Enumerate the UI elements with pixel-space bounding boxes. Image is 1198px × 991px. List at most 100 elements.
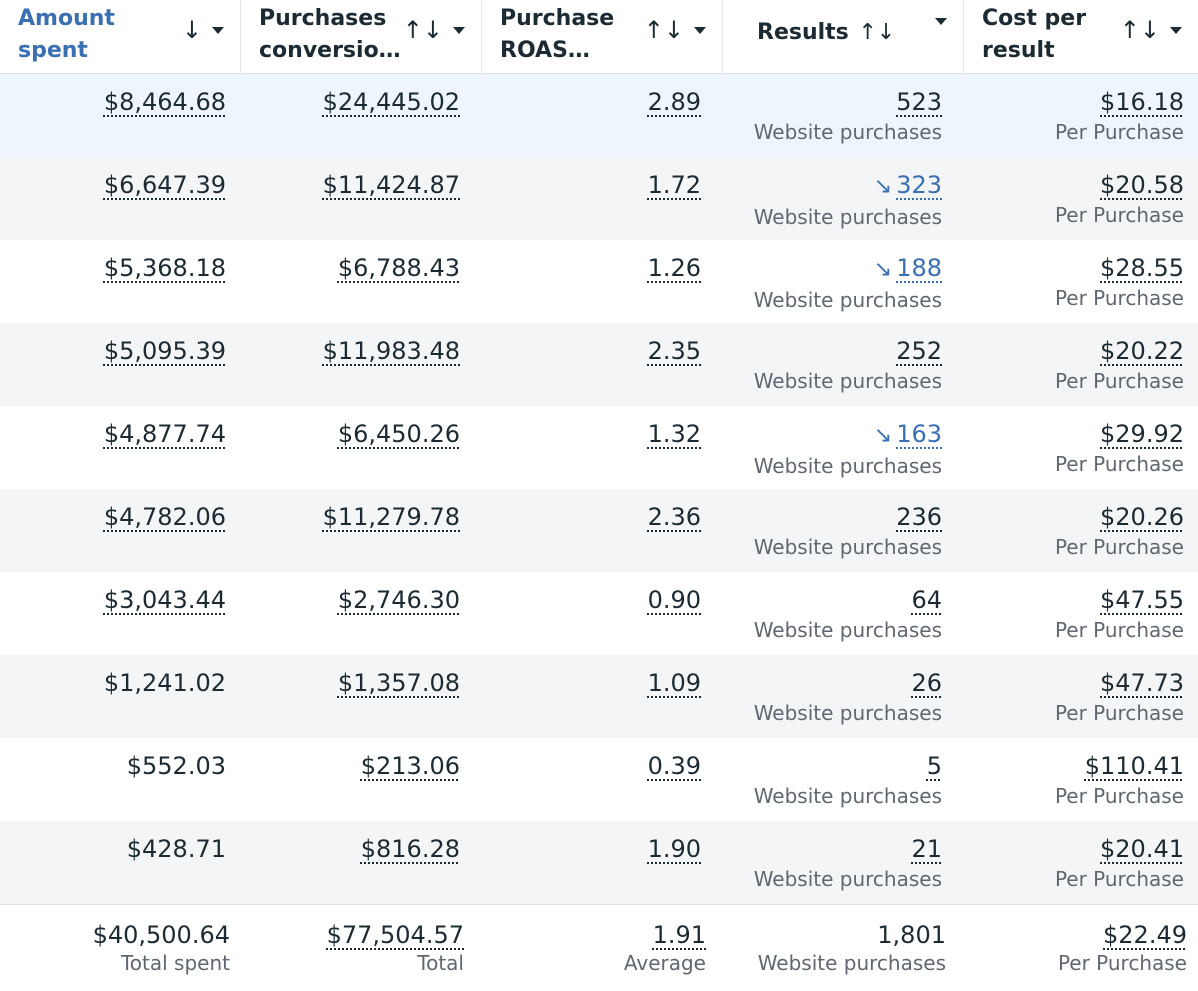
average-roas-value[interactable]: 1.91 [652,921,706,949]
dropdown-caret-icon[interactable] [1170,26,1182,34]
results-type: Website purchases [753,369,942,393]
dropdown-caret-icon[interactable] [453,26,465,34]
total-results-value: 1,801 [877,921,946,949]
amount-spent-value: $1,241.02 [103,669,226,697]
purchases-conversion-value[interactable]: $6,450.26 [337,420,460,448]
header-label-line1: Amount [18,6,115,31]
total-spent-label: Total spent [120,951,230,975]
purchase-roas-value[interactable]: 0.90 [647,586,701,614]
purchases-conversion-value[interactable]: $1,357.08 [337,669,460,697]
purchase-roas-value[interactable]: 2.35 [647,337,701,365]
results-value[interactable]: 64 [911,586,942,614]
header-label-line1: Purchase [500,6,615,31]
purchases-conversion-value[interactable]: $24,445.02 [322,88,460,116]
results-value[interactable]: 163 [896,420,942,448]
cost-type: Per Purchase [1054,452,1184,476]
table-row: $4,877.74 $6,450.26 1.32 ↘ 163 Website pur… [0,406,1198,489]
dropdown-caret-icon[interactable] [212,26,224,34]
results-value[interactable]: 252 [896,337,942,365]
purchase-roas-value[interactable]: 1.72 [647,171,701,199]
results-value[interactable]: 523 [896,88,942,116]
sort-descending-icon[interactable]: ↓ [181,16,202,44]
dropdown-caret-icon[interactable] [935,18,947,25]
column-header-purchases-conversion[interactable]: Purchases conversio… ↑↓ [241,0,482,73]
column-header-amount-spent[interactable]: Amount spent ↓ [0,0,241,73]
results-value[interactable]: 26 [911,669,942,697]
cost-per-result-value[interactable]: $29.92 [1100,420,1184,448]
total-results-label: Website purchases [757,951,946,975]
cost-type: Per Purchase [1054,701,1184,725]
purchase-roas-value[interactable]: 2.36 [647,503,701,531]
amount-spent-value[interactable]: $4,877.74 [103,420,226,448]
amount-spent-value[interactable]: $6,647.39 [103,171,226,199]
cost-type: Per Purchase [1054,369,1184,393]
table-row: $1,241.02 $1,357.08 1.09 26 Website purch… [0,655,1198,738]
cost-type: Per Purchase [1054,535,1184,559]
header-label-line2: conversio… [259,38,401,63]
amount-spent-value: $552.03 [126,752,226,780]
sort-icon[interactable]: ↑↓ [1119,16,1160,44]
results-type: Website purchases [753,535,942,559]
total-cost-per-result-value[interactable]: $22.49 [1103,921,1187,949]
total-spent-value: $40,500.64 [92,921,230,949]
purchases-conversion-value[interactable]: $816.28 [360,835,460,863]
table-header: Amount spent ↓ Purchases conversio… ↑↓ P… [0,0,1198,74]
results-value[interactable]: 323 [896,171,942,199]
purchase-roas-value[interactable]: 1.09 [647,669,701,697]
trend-down-icon: ↘ [873,174,893,199]
purchases-conversion-value[interactable]: $11,424.87 [322,171,460,199]
header-label-line2: result [982,38,1055,63]
amount-spent-value[interactable]: $8,464.68 [103,88,226,116]
cost-per-result-value[interactable]: $47.73 [1100,669,1184,697]
purchase-roas-value[interactable]: 1.32 [647,420,701,448]
sort-icon[interactable]: ↑↓ [643,16,684,44]
cost-per-result-value[interactable]: $20.58 [1100,171,1184,199]
column-header-results[interactable]: Results ↑↓ [723,0,964,73]
cost-per-result-value[interactable]: $28.55 [1100,254,1184,282]
cost-per-result-value[interactable]: $47.55 [1100,586,1184,614]
results-type: Website purchases [753,120,942,144]
purchases-conversion-value[interactable]: $2,746.30 [337,586,460,614]
results-type: Website purchases [753,618,942,642]
cost-per-result-value[interactable]: $20.41 [1100,835,1184,863]
cost-per-result-value[interactable]: $16.18 [1100,88,1184,116]
results-value[interactable]: 188 [896,254,942,282]
table-row: $6,647.39 $11,424.87 1.72 ↘ 323 Website pu… [0,157,1198,240]
purchases-conversion-value[interactable]: $213.06 [360,752,460,780]
table-row: $8,464.68 $24,445.02 2.89 523 Website pur… [0,74,1198,157]
amount-spent-value[interactable]: $4,782.06 [103,503,226,531]
total-cost-per-result-label: Per Purchase [1057,951,1187,975]
purchase-roas-value[interactable]: 1.26 [647,254,701,282]
cost-type: Per Purchase [1054,120,1184,144]
results-value[interactable]: 21 [911,835,942,863]
purchases-conversion-value[interactable]: $11,279.78 [322,503,460,531]
dropdown-caret-icon[interactable] [694,26,706,34]
amount-spent-value[interactable]: $3,043.44 [103,586,226,614]
cost-type: Per Purchase [1054,784,1184,808]
sort-icon[interactable]: ↑↓ [402,16,443,44]
cost-per-result-value[interactable]: $110.41 [1084,752,1184,780]
amount-spent-value[interactable]: $5,095.39 [103,337,226,365]
column-header-cost-per-result[interactable]: Cost per result ↑↓ [964,0,1198,73]
cost-type: Per Purchase [1054,867,1184,891]
column-header-purchase-roas[interactable]: Purchase ROAS… ↑↓ [482,0,723,73]
results-type: Website purchases [753,701,942,725]
table-row: $5,368.18 $6,788.43 1.26 ↘ 188 Website pur… [0,240,1198,323]
header-label-line1: Cost per [982,6,1087,31]
sort-icon[interactable]: ↑↓ [858,20,896,45]
purchase-roas-value[interactable]: 0.39 [647,752,701,780]
purchases-conversion-value[interactable]: $6,788.43 [337,254,460,282]
results-value[interactable]: 5 [926,752,942,780]
purchase-roas-value[interactable]: 2.89 [647,88,701,116]
purchases-conversion-value[interactable]: $11,983.48 [322,337,460,365]
results-value[interactable]: 236 [896,503,942,531]
cost-type: Per Purchase [1054,203,1184,227]
amount-spent-value[interactable]: $5,368.18 [103,254,226,282]
purchase-roas-value[interactable]: 1.90 [647,835,701,863]
total-conversion-value[interactable]: $77,504.57 [326,921,464,949]
table-row: $4,782.06 $11,279.78 2.36 236 Website pur… [0,489,1198,572]
cost-per-result-value[interactable]: $20.22 [1100,337,1184,365]
cost-per-result-value[interactable]: $20.26 [1100,503,1184,531]
results-type: Website purchases [753,454,942,478]
total-conversion-label: Total [417,951,464,975]
